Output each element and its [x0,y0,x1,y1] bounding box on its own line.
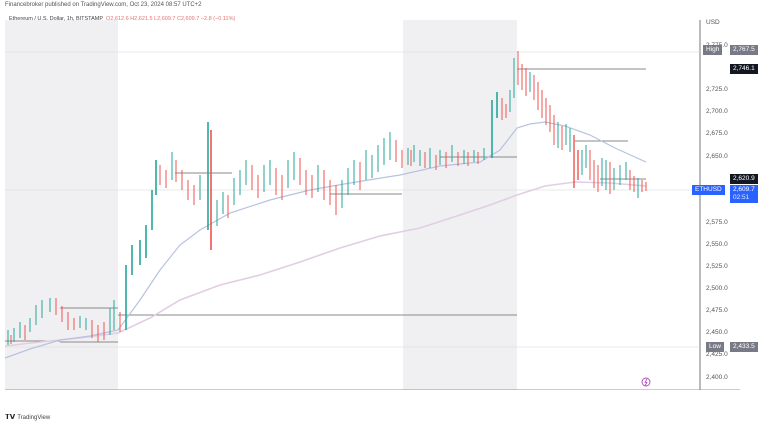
low-label: Low [706,342,724,352]
price-tick: 2,700.0 [706,108,728,115]
symbol-tag: ETHUSD [692,185,725,195]
previous-value-tag: 2,620.9 [730,174,758,184]
currency-label: USD [706,19,720,26]
publisher-credit: Financebroker published on TradingView.c… [5,2,202,8]
symbol-header: Ethereum / U.S. Dollar, 1h, BITSTAMP O2,6… [9,16,235,22]
price-tick: 2,400.0 [706,374,728,381]
bar-countdown: 02:51 [733,194,750,201]
ma-value-tag: 2,746.1 [730,64,758,74]
symbol-title: Ethereum / U.S. Dollar, 1h, BITSTAMP [9,16,104,22]
price-tick: 2,500.0 [706,285,728,292]
ohlc-values: O2,612.6 H2,621.5 L2,609.7 C2,609.7 −2.8… [106,16,236,22]
high-label: High [703,45,723,55]
price-tick: 2,525.0 [706,263,728,270]
price-tick: 2,450.0 [706,329,728,336]
tradingview-brand: 𝗧𝗩 TradingView [5,413,50,421]
weekend-band [5,20,118,390]
brand-name: TradingView [17,415,51,421]
price-tick: 2,550.0 [706,241,728,248]
price-tick: 2,575.0 [706,219,728,226]
last-price-tag: 2,609.7 02:51 [730,185,758,203]
tradingview-logo-icon: 𝗧𝗩 [5,414,16,421]
price-tick: 2,675.0 [706,130,728,137]
high-value-tag: 2,767.5 [730,45,758,55]
price-tick: 2,650.0 [706,153,728,160]
weekend-band [403,20,517,390]
price-tick: 2,725.0 [706,86,728,93]
low-value-tag: 2,433.5 [730,342,758,352]
last-price-value: 2,609.7 [733,186,755,193]
price-tick: 2,475.0 [706,307,728,314]
candlestick-chart: 2,775.0 2,725.0 2,700.0 2,675.0 2,650.0 … [4,19,740,390]
event-marker-icon[interactable] [641,377,651,387]
price-tick: 2,425.0 [706,351,728,358]
chart-area[interactable]: 2,775.0 2,725.0 2,700.0 2,675.0 2,650.0 … [0,10,768,390]
